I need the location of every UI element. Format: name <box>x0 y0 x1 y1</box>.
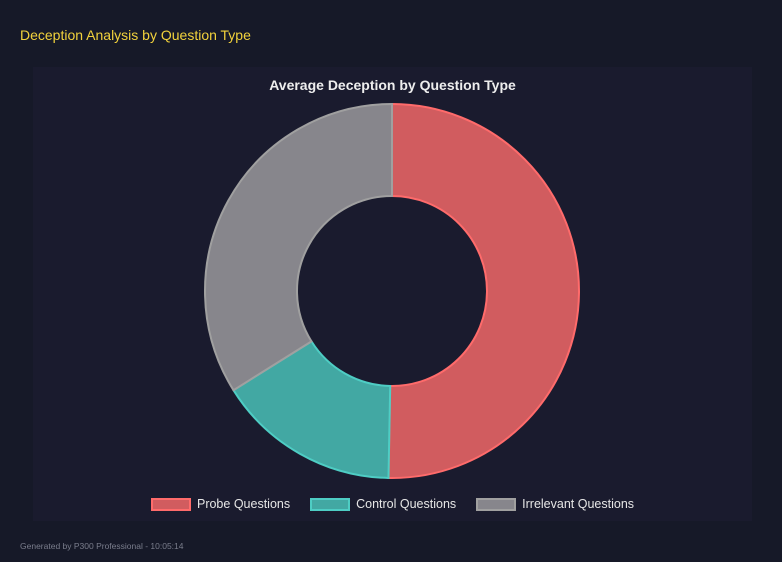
chart-legend: Probe Questions Control Questions Irreleva… <box>33 497 752 511</box>
legend-item[interactable]: Probe Questions <box>150 497 291 511</box>
legend-label: Irrelevant Questions <box>522 497 635 511</box>
legend-label: Control Questions <box>356 497 457 511</box>
legend-label: Probe Questions <box>196 497 291 511</box>
donut-slice-probe-questions[interactable] <box>387 102 580 479</box>
legend-item[interactable]: Irrelevant Questions <box>476 497 634 511</box>
chart-panel: Average Deception by Question Type Probe… <box>33 67 752 521</box>
legend-swatch <box>310 497 351 511</box>
legend-swatch <box>150 497 191 511</box>
chart-title: Average Deception by Question Type <box>269 77 516 93</box>
legend-swatch <box>476 497 517 511</box>
donut-slice-control-questions[interactable] <box>232 340 392 479</box>
page-title: Deception Analysis by Question Type <box>20 27 251 43</box>
legend-item[interactable]: Control Questions <box>310 497 456 511</box>
donut-slice-irrelevant-questions[interactable] <box>204 102 393 392</box>
footer-text: Generated by P300 Professional - 10:05:1… <box>20 541 184 551</box>
donut-chart <box>204 102 580 479</box>
